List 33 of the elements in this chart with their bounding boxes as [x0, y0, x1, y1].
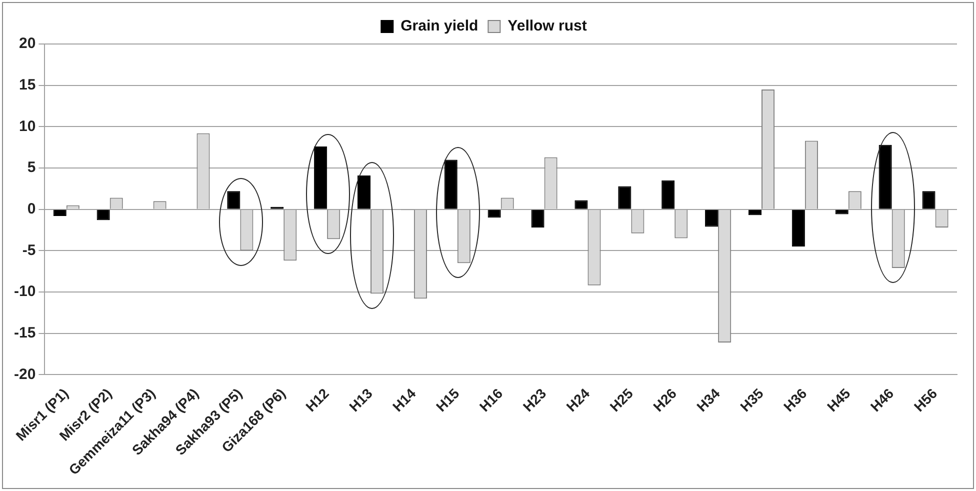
legend-label: Yellow rust	[508, 18, 587, 35]
y-tick-label: -10	[14, 283, 36, 300]
bar	[444, 160, 458, 209]
bar	[488, 210, 501, 218]
bar	[357, 175, 371, 209]
x-tick-label: H34	[693, 385, 724, 415]
y-tick-label: 5	[27, 159, 36, 176]
bar	[618, 186, 632, 209]
bar	[314, 146, 328, 209]
x-tick-label: H56	[910, 385, 940, 415]
y-tick-label: 10	[18, 118, 36, 135]
x-tick-label: H14	[389, 385, 419, 415]
x-tick-label: H23	[520, 385, 550, 415]
y-tick-label: 20	[18, 35, 36, 52]
bar	[792, 210, 805, 247]
legend-label: Grain yield	[400, 18, 478, 35]
y-tick-label: -15	[14, 324, 36, 342]
bar	[878, 144, 892, 209]
x-tick-label: H46	[867, 385, 897, 415]
y-tick-label: -5	[22, 242, 36, 259]
x-tick-label: H26	[650, 385, 680, 415]
bar	[835, 210, 848, 214]
x-tick-label: H12	[302, 385, 332, 415]
x-tick-label: H13	[346, 385, 376, 415]
y-tick-label: -20	[14, 366, 36, 383]
x-tick-label: H24	[563, 385, 593, 415]
y-tick-label: 0	[27, 200, 36, 218]
x-tick-label: H36	[780, 385, 810, 415]
x-tick-label: H16	[476, 385, 506, 415]
y-tick-label: 15	[18, 76, 36, 94]
bar	[748, 210, 762, 216]
bar	[53, 210, 66, 216]
bar	[662, 180, 675, 209]
